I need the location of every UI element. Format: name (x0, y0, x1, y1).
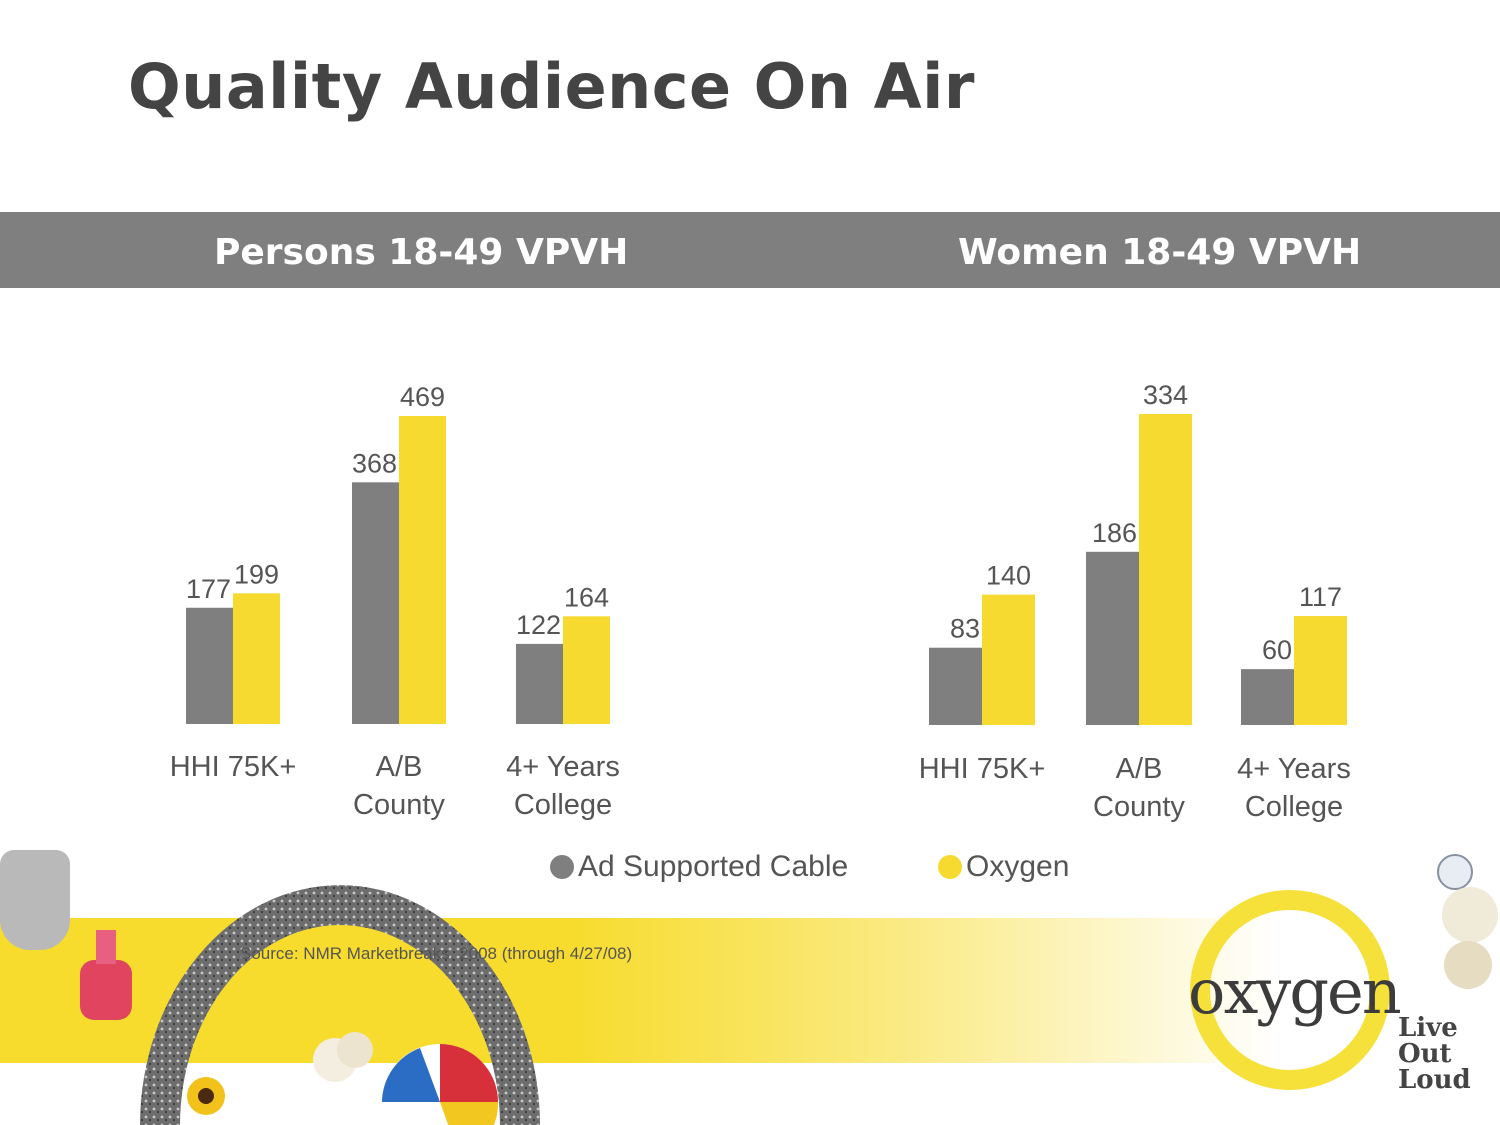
legend-cable-swatch (550, 855, 574, 879)
category-label: 4+ Years (1237, 753, 1351, 785)
tagline-line: Loud (1398, 1065, 1471, 1095)
bar-cable (186, 607, 233, 724)
page-title: Quality Audience On Air (128, 50, 975, 123)
data-label: 199 (234, 559, 279, 589)
bar-oxygen (233, 593, 280, 724)
legend-cable: Ad Supported Cable (550, 850, 848, 884)
purse-decoration (0, 850, 70, 950)
bar-oxygen (399, 416, 446, 724)
tagline-line: Live (1398, 1013, 1458, 1043)
popcorn-decoration (313, 1032, 373, 1082)
category-label: A/B (1116, 753, 1163, 785)
data-label: 334 (1143, 380, 1188, 410)
data-label: 469 (400, 382, 445, 412)
bar-oxygen (1294, 616, 1347, 725)
data-label: 177 (186, 574, 231, 604)
chart-title-persons: Persons 18-49 VPVH (214, 232, 629, 273)
category-label: 4+ Years (506, 751, 620, 783)
bar-cable (1241, 669, 1294, 725)
legend-cable-label: Ad Supported Cable (578, 850, 849, 883)
bar-cable (1086, 551, 1139, 725)
data-label: 122 (516, 610, 561, 640)
category-label: HHI 75K+ (170, 751, 297, 783)
glitter-ring-decoration (140, 885, 540, 1125)
category-label: County (353, 789, 445, 821)
data-label: 60 (1262, 635, 1292, 665)
bar-cable (929, 647, 982, 725)
data-label: 164 (564, 582, 609, 612)
chart-header-band (0, 212, 1500, 288)
category-label: College (1245, 791, 1343, 823)
logo-tagline: Live Out Loud (1398, 1015, 1471, 1093)
oxygen-logo-wordmark: oxygen (1188, 955, 1402, 1028)
tagline-line: Out (1398, 1039, 1452, 1069)
legend-oxygen: Oxygen (938, 850, 1069, 884)
data-label: 83 (950, 614, 980, 644)
popcorn-right-decoration (1442, 887, 1498, 989)
bar-cable (516, 643, 563, 724)
source-note: Source: NMR Marketbreaks, 2008 (through … (240, 944, 633, 963)
bar-oxygen (982, 594, 1035, 725)
flower-decoration (187, 1077, 225, 1115)
category-label: County (1093, 791, 1185, 823)
bar-oxygen (563, 616, 610, 724)
data-label: 186 (1092, 518, 1137, 548)
diamond-decoration (1437, 854, 1473, 890)
category-label: A/B (376, 751, 423, 783)
category-label: College (514, 789, 612, 821)
data-label: 368 (352, 448, 397, 478)
legend-oxygen-swatch (938, 855, 962, 879)
beach-ball-decoration (382, 1044, 499, 1125)
bar-oxygen (1139, 414, 1192, 725)
category-label: HHI 75K+ (919, 753, 1046, 785)
nail-polish-decoration (80, 930, 132, 1020)
data-label: 140 (986, 561, 1031, 591)
bar-cable (352, 482, 399, 724)
legend-oxygen-label: Oxygen (966, 850, 1070, 883)
chart-title-women: Women 18-49 VPVH (958, 232, 1362, 273)
data-label: 117 (1299, 582, 1342, 612)
